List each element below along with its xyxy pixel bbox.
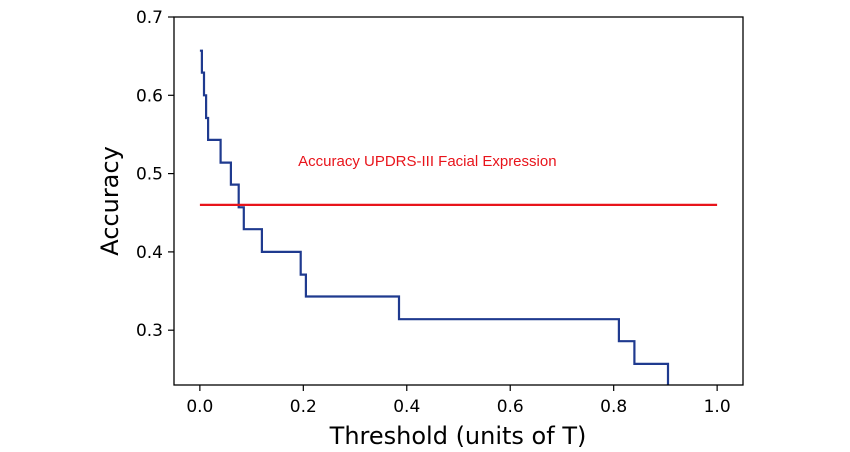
annotation-label: Accuracy UPDRS-III Facial Expression [298,153,556,170]
x-tick-label: 0.4 [393,397,420,417]
x-tick-label: 0.8 [600,397,627,417]
x-tick-label: 1.0 [704,397,731,417]
x-tick-label: 0.2 [290,397,317,417]
y-tick-label: 0.4 [136,243,163,263]
x-tick-label: 0.0 [186,397,213,417]
y-tick-label: 0.6 [136,86,163,106]
y-tick-label: 0.7 [136,8,163,28]
x-axis-title: Threshold (units of T) [329,422,587,450]
y-tick-label: 0.3 [136,321,163,341]
axes-frame [173,16,744,386]
y-tick-label: 0.5 [136,165,163,185]
series-layer [199,49,718,385]
x-tick-label: 0.6 [497,397,524,417]
annotation-layer: Accuracy UPDRS-III Facial Expression [298,153,556,170]
x-axis-ticks: 0.0 0.2 0.4 0.6 0.8 1.0 [186,385,731,417]
y-axis-ticks: 0.3 0.4 0.5 0.6 0.7 [136,8,174,341]
plot-area [173,16,744,386]
accuracy-step-line [199,49,718,385]
y-axis-title: Accuracy [96,146,124,256]
